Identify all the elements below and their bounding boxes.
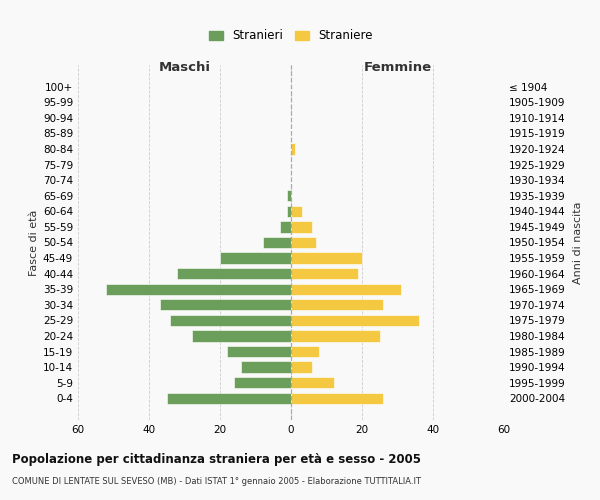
Bar <box>291 346 319 357</box>
Bar <box>220 252 291 264</box>
Y-axis label: Anni di nascita: Anni di nascita <box>572 201 583 284</box>
Bar <box>291 377 334 388</box>
Text: Maschi: Maschi <box>158 62 211 74</box>
Bar <box>291 206 302 217</box>
Text: COMUNE DI LENTATE SUL SEVESO (MB) - Dati ISTAT 1° gennaio 2005 - Elaborazione TU: COMUNE DI LENTATE SUL SEVESO (MB) - Dati… <box>12 478 421 486</box>
Bar <box>191 330 291 342</box>
Bar <box>263 237 291 248</box>
Bar <box>291 299 383 310</box>
Y-axis label: Fasce di età: Fasce di età <box>29 210 39 276</box>
Bar <box>167 392 291 404</box>
Text: Popolazione per cittadinanza straniera per età e sesso - 2005: Popolazione per cittadinanza straniera p… <box>12 452 421 466</box>
Bar <box>291 362 313 372</box>
Bar <box>287 206 291 217</box>
Bar <box>227 346 291 357</box>
Bar <box>291 315 419 326</box>
Bar <box>291 222 313 232</box>
Legend: Stranieri, Straniere: Stranieri, Straniere <box>204 25 378 47</box>
Bar <box>291 252 362 264</box>
Bar <box>170 315 291 326</box>
Bar <box>241 362 291 372</box>
Bar <box>234 377 291 388</box>
Text: Femmine: Femmine <box>364 62 431 74</box>
Bar <box>178 268 291 280</box>
Bar <box>291 392 383 404</box>
Bar <box>287 190 291 202</box>
Bar <box>280 222 291 232</box>
Bar <box>106 284 291 295</box>
Bar <box>291 237 316 248</box>
Bar <box>291 144 295 154</box>
Bar <box>160 299 291 310</box>
Bar <box>291 268 358 280</box>
Bar <box>291 284 401 295</box>
Bar <box>291 330 380 342</box>
